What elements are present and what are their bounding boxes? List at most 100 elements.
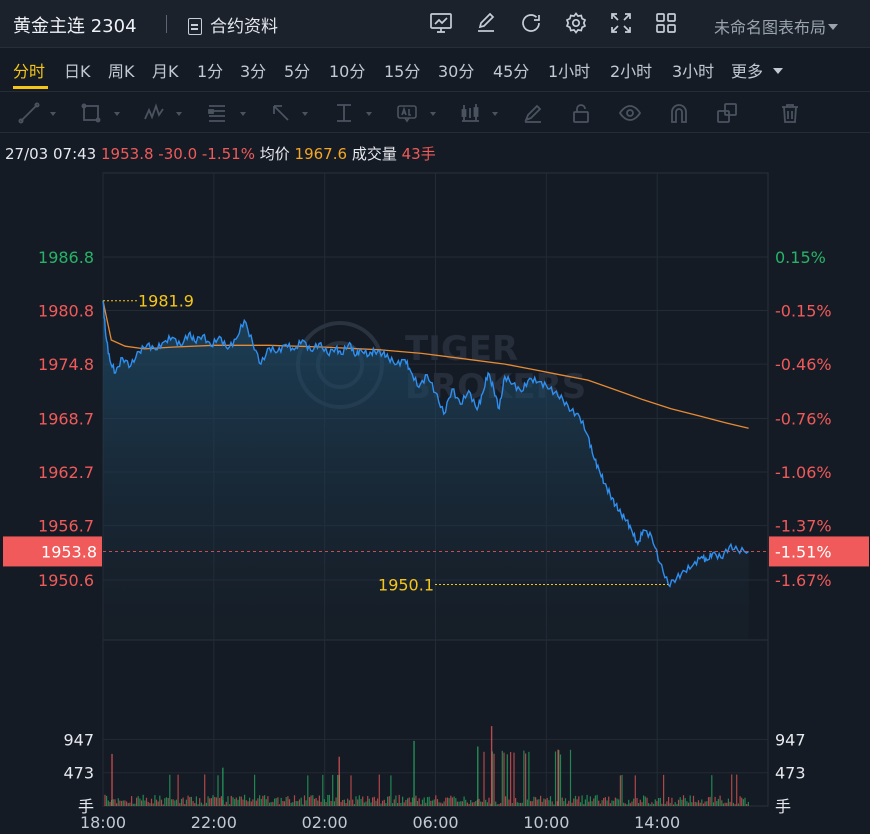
trend-line-icon[interactable] [18, 102, 40, 124]
volume-bar [746, 804, 748, 806]
volume-bar [638, 803, 640, 806]
volume-bar [400, 802, 402, 806]
tab-month-k[interactable]: 月K [152, 62, 179, 81]
eye-icon[interactable] [619, 102, 641, 124]
volume-bar [506, 754, 508, 806]
volume-bar [215, 797, 217, 806]
edit-icon[interactable] [474, 11, 498, 35]
symbol-title[interactable]: 黄金主连 2304 [13, 16, 137, 37]
tab-45min[interactable]: 45分 [493, 62, 530, 81]
volume-bar [663, 774, 665, 806]
tab-3min[interactable]: 3分 [240, 62, 267, 81]
volume-bar [673, 804, 675, 806]
volume-bar [694, 801, 696, 806]
chevron-down-icon[interactable] [302, 112, 308, 116]
volume-bar [553, 804, 555, 806]
tab-timeshare[interactable]: 分时 [13, 62, 46, 81]
svg-text:TIGER: TIGER [405, 329, 518, 369]
clone-icon[interactable] [716, 102, 738, 124]
volume-bar [416, 801, 419, 806]
tab-week-k[interactable]: 周K [108, 62, 135, 81]
volume-bar [136, 797, 138, 806]
chevron-down-icon[interactable] [430, 112, 436, 116]
volume-bar [425, 802, 427, 806]
volume-bar [280, 797, 282, 806]
chevron-down-icon [828, 24, 839, 30]
rectangle-icon[interactable] [80, 102, 102, 124]
chevron-down-icon[interactable] [114, 112, 120, 116]
pen-icon[interactable] [522, 102, 544, 124]
volume-bar [159, 795, 161, 806]
volume-bar [644, 796, 646, 806]
volume-bar [456, 801, 458, 806]
settings-icon[interactable] [564, 11, 588, 35]
price-line [102, 300, 750, 588]
tab-1min[interactable]: 1分 [197, 62, 224, 81]
volume-bar [563, 801, 565, 806]
fullscreen-icon[interactable] [609, 11, 633, 35]
quote-datetime: 27/03 07:43 [5, 145, 97, 163]
volume-bar [603, 797, 605, 806]
chevron-down-icon[interactable] [50, 112, 56, 116]
tab-1hour[interactable]: 1小时 [548, 62, 591, 81]
volume-bar [712, 802, 715, 806]
chart-screen-icon[interactable] [429, 11, 453, 35]
text-annotation-icon[interactable] [396, 102, 418, 124]
tab-15min[interactable]: 15分 [384, 62, 421, 81]
chevron-down-icon[interactable] [240, 112, 246, 116]
tab-day-k[interactable]: 日K [64, 62, 91, 81]
volume-bar [190, 796, 192, 806]
volume-bar [588, 801, 590, 806]
tab-2hour[interactable]: 2小时 [610, 62, 653, 81]
current-pct-label: -1.51% [775, 542, 832, 561]
volume-bar [646, 797, 648, 806]
volume-bar [473, 802, 475, 806]
tab-10min[interactable]: 10分 [329, 62, 366, 81]
volume-bar [465, 799, 467, 806]
tab-3hour[interactable]: 3小时 [672, 62, 715, 81]
lock-icon[interactable] [570, 102, 592, 124]
volume-bar [475, 801, 477, 806]
volume-bar [544, 799, 547, 806]
refresh-icon[interactable] [519, 11, 543, 35]
avg-label: 均价 [259, 145, 290, 163]
volume-bar [686, 801, 688, 806]
volume-bar [293, 795, 296, 806]
arrow-icon[interactable] [270, 102, 292, 124]
volume-bar [633, 798, 635, 806]
volume-bar [141, 800, 143, 806]
contract-info-button[interactable]: 合约资料 [188, 12, 278, 37]
volume-bar [696, 802, 698, 806]
volume-bar [634, 775, 636, 806]
volume-bar [714, 796, 716, 806]
trash-icon[interactable] [779, 102, 801, 124]
volume-bar [478, 798, 480, 806]
volume-bar [594, 795, 596, 806]
more-periods-button[interactable]: 更多 [731, 58, 784, 82]
volume-bar [328, 794, 330, 806]
volume-bar [557, 749, 559, 806]
volume-bar [568, 800, 570, 806]
tab-30min[interactable]: 30分 [438, 62, 475, 81]
volume-bar [207, 796, 209, 806]
chevron-down-icon[interactable] [366, 112, 372, 116]
price-range-icon[interactable] [333, 102, 355, 124]
wave-pattern-icon[interactable] [143, 102, 165, 124]
grid-layout-icon[interactable] [654, 11, 678, 35]
layout-selector[interactable]: 未命名图表布局 [714, 14, 839, 38]
magnet-icon[interactable] [668, 102, 690, 124]
volume-unit-label: 手 [78, 797, 94, 816]
tab-5min[interactable]: 5分 [284, 62, 311, 81]
fibonacci-icon[interactable] [206, 102, 228, 124]
chevron-down-icon[interactable] [176, 112, 182, 116]
volume-bar [495, 801, 497, 806]
volume-bar [387, 796, 389, 806]
volume-bar [355, 796, 357, 806]
volume-bar [619, 775, 621, 806]
bar-pattern-icon[interactable] [459, 102, 481, 124]
chevron-down-icon[interactable] [492, 112, 498, 116]
volume-bar [681, 799, 683, 806]
volume-bar [533, 796, 535, 806]
volume-bar [257, 798, 259, 806]
